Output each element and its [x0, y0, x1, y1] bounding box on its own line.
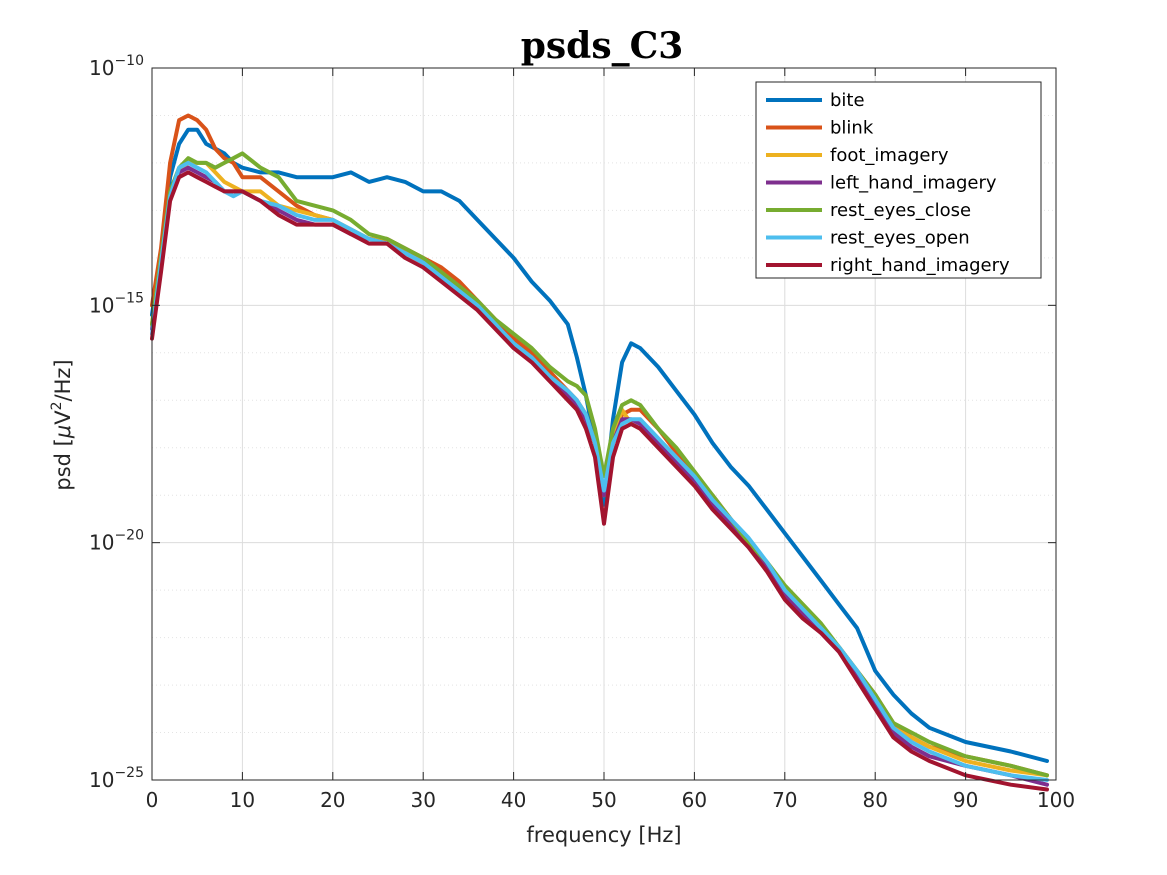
y-axis-label-suffix: /Hz]	[51, 359, 75, 401]
x-tick-label: 100	[1037, 788, 1075, 812]
y-axis-label: psd [μV2/Hz]	[49, 359, 75, 490]
y-tick-label: 10−20	[89, 528, 144, 555]
series-lines	[150, 113, 1049, 792]
y-tick-label: 10−15	[89, 290, 144, 317]
x-tick-label: 70	[772, 788, 797, 812]
x-axis: 0 10 20 30 40 50 60 70 80 90 100	[146, 68, 1075, 812]
legend-label-bite: bite	[830, 90, 865, 111]
legend-label-blink: blink	[830, 118, 874, 139]
x-tick-label: 60	[682, 788, 707, 812]
series-line-right-hand-imagery	[150, 170, 1049, 792]
y-axis: 10−25 10−20 10−15 10−10	[89, 53, 1056, 792]
y-axis-label-mu: μ	[51, 425, 75, 439]
y-tick-label: 10−25	[89, 765, 144, 792]
x-tick-label: 40	[501, 788, 526, 812]
legend-label-foot-imagery: foot_imagery	[830, 145, 949, 166]
series-line-rest-eyes-close	[150, 151, 1049, 778]
y-axis-label-sup: 2	[49, 401, 65, 410]
y-tick-label: 10−10	[89, 53, 144, 80]
x-tick-label: 30	[410, 788, 435, 812]
x-tick-label: 10	[230, 788, 255, 812]
legend-label-rest-eyes-open: rest_eyes_open	[830, 228, 970, 249]
legend-box	[755, 81, 1042, 279]
legend-label-right-hand-imagery: right_hand_imagery	[830, 255, 1010, 276]
x-axis-label: frequency [Hz]	[526, 823, 681, 847]
y-axis-label-prefix: psd [	[51, 438, 75, 490]
legend-label-left-hand-imagery: left_hand_imagery	[830, 173, 997, 194]
x-tick-label: 20	[320, 788, 345, 812]
x-tick-label: 0	[146, 788, 159, 812]
x-tick-label: 80	[862, 788, 887, 812]
legend-label-rest-eyes-close: rest_eyes_close	[830, 200, 971, 221]
x-tick-label: 90	[953, 788, 978, 812]
y-axis-label-unit: V	[51, 410, 75, 425]
series-line-rest-eyes-open	[150, 160, 1049, 782]
x-tick-label: 50	[591, 788, 616, 812]
chart-title: psds_C3	[521, 25, 684, 67]
legend: bite blink foot_imagery left_hand_imageryre…	[755, 81, 1042, 279]
